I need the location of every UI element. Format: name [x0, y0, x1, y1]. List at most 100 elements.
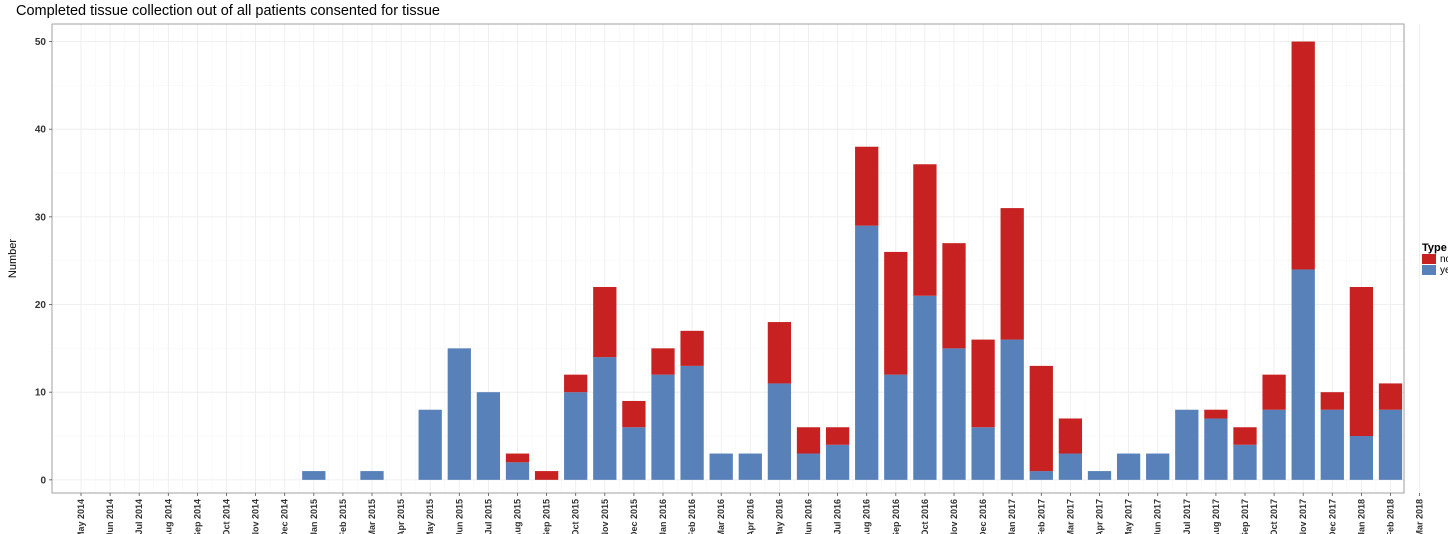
- legend-swatch-no: [1422, 254, 1436, 264]
- bar-ye: [825, 444, 850, 480]
- x-tick-label: Aug 2017: [1211, 499, 1221, 534]
- bar-ye: [1087, 471, 1112, 480]
- bar-ye: [913, 295, 937, 480]
- x-tick-label: Jan 2016: [658, 499, 668, 534]
- bar-ye: [447, 348, 471, 480]
- x-tick-label: Sep 2014: [192, 499, 202, 534]
- bar-no: [825, 427, 850, 445]
- x-tick-label: May 2017: [1124, 499, 1134, 534]
- bar-ye: [302, 471, 326, 480]
- x-tick-label: Jul 2016: [833, 499, 843, 534]
- x-tick-label: May 2014: [76, 499, 86, 534]
- bar-ye: [1262, 409, 1286, 480]
- bar-no: [942, 243, 966, 349]
- x-tick-label: Nov 2017: [1298, 499, 1308, 534]
- bar-no: [796, 427, 821, 454]
- x-tick-label: Jun 2014: [105, 499, 115, 534]
- bar-no: [1029, 365, 1053, 472]
- bar-ye: [1349, 436, 1374, 480]
- x-tick-label: Dec 2017: [1327, 499, 1337, 534]
- x-tick-label: Jul 2014: [134, 499, 144, 534]
- bar-ye: [1029, 471, 1053, 480]
- bar-ye: [709, 453, 733, 480]
- x-tick-label: Dec 2014: [280, 499, 290, 534]
- bar-no: [1000, 208, 1024, 340]
- bar-ye: [505, 462, 530, 480]
- bar-ye: [1204, 418, 1228, 480]
- x-tick-label: Jul 2017: [1182, 499, 1192, 534]
- x-tick-label: Apr 2015: [396, 499, 406, 534]
- x-tick-label: Mar 2016: [716, 499, 726, 534]
- x-tick-label: Mar 2015: [367, 499, 377, 534]
- bar-no: [855, 146, 879, 226]
- x-tick-label: Jun 2016: [804, 499, 814, 534]
- bar-no: [534, 471, 559, 480]
- y-tick-label: 40: [35, 125, 47, 136]
- bar-ye: [418, 409, 442, 480]
- bar-ye: [1146, 453, 1170, 480]
- bar-ye: [1058, 453, 1083, 480]
- x-tick-label: Apr 2016: [745, 499, 755, 534]
- x-tick-label: Jan 2018: [1356, 499, 1366, 534]
- x-tick-label: Nov 2016: [949, 499, 959, 534]
- bar-ye: [767, 383, 792, 480]
- x-tick-label: Feb 2015: [338, 499, 348, 534]
- bar-ye: [1378, 409, 1403, 480]
- x-tick-label: Jan 2017: [1007, 499, 1017, 534]
- legend-title: Type: [1422, 242, 1447, 254]
- chart-title: Completed tissue collection out of all p…: [16, 3, 440, 19]
- y-tick-label: 10: [35, 388, 47, 399]
- bar-no: [680, 330, 704, 366]
- y-tick-label: 50: [35, 37, 47, 48]
- bar-ye: [476, 392, 501, 480]
- x-tick-label: Feb 2018: [1386, 499, 1396, 534]
- bar-ye: [855, 225, 879, 480]
- bar-ye: [680, 365, 704, 480]
- x-tick-label: Mar 2017: [1065, 499, 1075, 534]
- x-tick-label: Mar 2018: [1415, 499, 1425, 534]
- bar-no: [1058, 418, 1083, 454]
- bar-no: [971, 339, 995, 428]
- bar-ye: [1320, 409, 1344, 480]
- y-tick-label: 30: [35, 212, 47, 223]
- x-tick-label: Aug 2016: [862, 499, 872, 534]
- x-tick-label: Apr 2017: [1095, 499, 1105, 534]
- bar-no: [1204, 409, 1228, 419]
- bar-no: [913, 164, 937, 296]
- bar-ye: [971, 427, 995, 480]
- bar-ye: [593, 357, 617, 480]
- bar-ye: [884, 374, 908, 480]
- bar-no: [1233, 427, 1257, 445]
- bar-ye: [942, 348, 966, 480]
- legend-label-ye: ye: [1440, 265, 1448, 276]
- bar-ye: [796, 453, 821, 480]
- bar-no: [1262, 374, 1286, 410]
- x-tick-label: Oct 2016: [920, 499, 930, 534]
- x-tick-label: Sep 2017: [1240, 499, 1250, 534]
- x-tick-label: Jun 2015: [454, 499, 464, 534]
- bar-no: [1349, 286, 1374, 437]
- x-tick-label: May 2015: [425, 499, 435, 534]
- x-tick-label: Dec 2015: [629, 499, 639, 534]
- bar-no: [1378, 383, 1403, 410]
- bar-no: [651, 348, 675, 375]
- x-tick-label: Oct 2015: [571, 499, 581, 534]
- bar-ye: [1000, 339, 1024, 480]
- x-tick-label: Feb 2017: [1036, 499, 1046, 534]
- x-tick-label: Jul 2015: [483, 499, 493, 534]
- x-tick-label: Jun 2017: [1153, 499, 1163, 534]
- x-tick-label: Aug 2015: [513, 499, 523, 534]
- x-tick-label: Feb 2016: [687, 499, 697, 534]
- bar-no: [767, 322, 792, 384]
- x-tick-label: Nov 2015: [600, 499, 610, 534]
- bar-no: [622, 400, 646, 428]
- bar-no: [593, 286, 617, 358]
- bar-ye: [622, 427, 646, 480]
- x-tick-label: Aug 2014: [163, 499, 173, 534]
- bars: [302, 41, 1403, 480]
- bar-ye: [1291, 269, 1315, 480]
- bar-no: [884, 251, 908, 375]
- bar-ye: [738, 453, 762, 480]
- plot-border: [51, 23, 1405, 494]
